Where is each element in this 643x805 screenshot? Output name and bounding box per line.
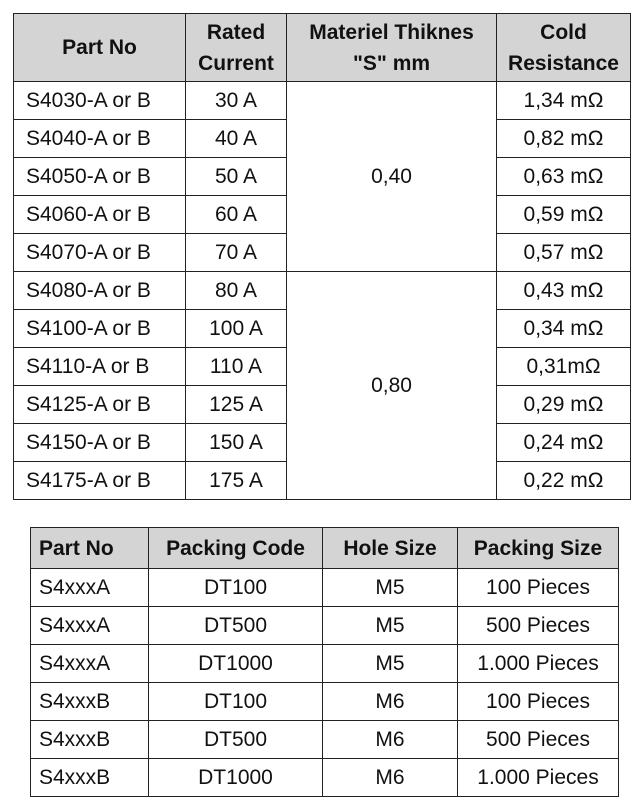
header-cell: Part No — [13, 13, 186, 82]
header-text: "S" mm — [352, 51, 431, 75]
header-text: Current — [198, 51, 274, 75]
table-cell: M6 — [322, 720, 458, 759]
table-row: S4070-A or B 70 A 0,57 mΩ — [13, 233, 631, 272]
table-cell: M5 — [322, 644, 458, 683]
table-cell: M5 — [322, 606, 458, 645]
table-cell: M6 — [322, 758, 458, 797]
header-cell: Rated Current — [185, 13, 287, 82]
table-cell: M6 — [322, 682, 458, 721]
current-cell: 100 A — [185, 309, 287, 348]
current-cell: 60 A — [185, 195, 287, 234]
part-cell: S4030-A or B — [13, 81, 186, 120]
table-cell: 100 Pieces — [457, 568, 619, 607]
current-cell: 70 A — [185, 233, 287, 272]
table-row: S4125-A or B 125 A 0,29 mΩ — [13, 385, 631, 424]
header-cell: Hole Size — [322, 527, 458, 569]
table-cell: DT500 — [148, 606, 323, 645]
table-cell: 100 Pieces — [457, 682, 619, 721]
current-cell: 125 A — [185, 385, 287, 424]
resistance-cell: 0,82 mΩ — [496, 119, 631, 158]
resistance-cell: 0,63 mΩ — [496, 157, 631, 196]
header-cell: Materiel Thiknes "S" mm — [286, 13, 497, 82]
resistance-cell: 0,24 mΩ — [496, 423, 631, 462]
table-cell: 1.000 Pieces — [457, 644, 619, 683]
table-cell: M5 — [322, 568, 458, 607]
header-text: Cold — [540, 20, 587, 44]
part-cell: S4100-A or B — [13, 309, 186, 348]
current-cell: 80 A — [185, 271, 287, 310]
current-cell: 150 A — [185, 423, 287, 462]
table-row: S4xxxB DT500 M6 500 Pieces — [30, 720, 619, 759]
table-cell: S4xxxA — [30, 606, 149, 645]
packing-table: Part No Packing Code Hole Size Packing Size… — [30, 527, 619, 797]
table-cell: 500 Pieces — [457, 720, 619, 759]
part-cell: S4060-A or B — [13, 195, 186, 234]
table-row: S4150-A or B 150 A 0,24 mΩ — [13, 423, 631, 462]
table-cell: S4xxxB — [30, 682, 149, 721]
table-cell: S4xxxB — [30, 758, 149, 797]
current-cell: 40 A — [185, 119, 287, 158]
table-row: S4xxxB DT1000 M6 1.000 Pieces — [30, 758, 619, 797]
header-text: Part No — [62, 36, 137, 59]
resistance-cell: 0,31mΩ — [496, 347, 631, 386]
part-cell: S4050-A or B — [13, 157, 186, 196]
table-row: S4060-A or B 60 A 0,59 mΩ — [13, 195, 631, 234]
table-cell: 1.000 Pieces — [457, 758, 619, 797]
table-cell: DT100 — [148, 568, 323, 607]
table-cell: S4xxxA — [30, 644, 149, 683]
table-row: S4080-A or B 80 A 0,80 0,43 mΩ — [13, 271, 631, 500]
thickness-cell: 0,40 — [286, 81, 497, 272]
table-row: S4030-A or B 30 A 0,40 1,34 mΩ — [13, 81, 631, 272]
rating-table: Part No Rated Current Materiel Thiknes "S" m… — [13, 13, 631, 500]
part-cell: S4080-A or B — [13, 271, 186, 310]
table-row: S4xxxA DT500 M5 500 Pieces — [30, 606, 619, 645]
header-text: Rated — [206, 20, 266, 44]
header-row: Part No Packing Code Hole Size Packing Size — [30, 527, 619, 569]
table-row: S4175-A or B 175 A 0,22 mΩ — [13, 461, 631, 500]
table-row: S4110-A or B 110 A 0,31mΩ — [13, 347, 631, 386]
part-cell: S4040-A or B — [13, 119, 186, 158]
current-cell: 110 A — [185, 347, 287, 386]
part-cell: S4125-A or B — [13, 385, 186, 424]
header-cell: Packing Size — [457, 527, 619, 569]
table-row: S4050-A or B 50 A 0,63 mΩ — [13, 157, 631, 196]
resistance-cell: 0,57 mΩ — [496, 233, 631, 272]
table-row: S4100-A or B 100 A 0,34 mΩ — [13, 309, 631, 348]
header-cell: Cold Resistance — [496, 13, 631, 82]
resistance-cell: 1,34 mΩ — [496, 81, 631, 120]
resistance-cell: 0,29 mΩ — [496, 385, 631, 424]
table-cell: 500 Pieces — [457, 606, 619, 645]
part-cell: S4070-A or B — [13, 233, 186, 272]
table-row: S4xxxA DT1000 M5 1.000 Pieces — [30, 644, 619, 683]
table-cell: DT1000 — [148, 758, 323, 797]
resistance-cell: 0,34 mΩ — [496, 309, 631, 348]
resistance-cell: 0,22 mΩ — [496, 461, 631, 500]
part-cell: S4150-A or B — [13, 423, 186, 462]
table-cell: DT1000 — [148, 644, 323, 683]
current-cell: 175 A — [185, 461, 287, 500]
part-cell: S4110-A or B — [13, 347, 186, 386]
current-cell: 50 A — [185, 157, 287, 196]
table-row: S4xxxB DT100 M6 100 Pieces — [30, 682, 619, 721]
current-cell: 30 A — [185, 81, 287, 120]
thickness-cell: 0,80 — [286, 271, 497, 500]
header-text: Resistance — [508, 51, 619, 75]
table-row: S4040-A or B 40 A 0,82 mΩ — [13, 119, 631, 158]
header-cell: Packing Code — [148, 527, 323, 569]
resistance-cell: 0,59 mΩ — [496, 195, 631, 234]
table-row: S4xxxA DT100 M5 100 Pieces — [30, 568, 619, 607]
table-cell: DT100 — [148, 682, 323, 721]
resistance-cell: 0,43 mΩ — [496, 271, 631, 310]
header-cell: Part No — [30, 527, 149, 569]
header-row: Part No Rated Current Materiel Thiknes "S" m… — [13, 13, 631, 82]
part-cell: S4175-A or B — [13, 461, 186, 500]
table-cell: DT500 — [148, 720, 323, 759]
table-cell: S4xxxB — [30, 720, 149, 759]
header-text: Materiel Thiknes — [309, 20, 474, 44]
table-cell: S4xxxA — [30, 568, 149, 607]
